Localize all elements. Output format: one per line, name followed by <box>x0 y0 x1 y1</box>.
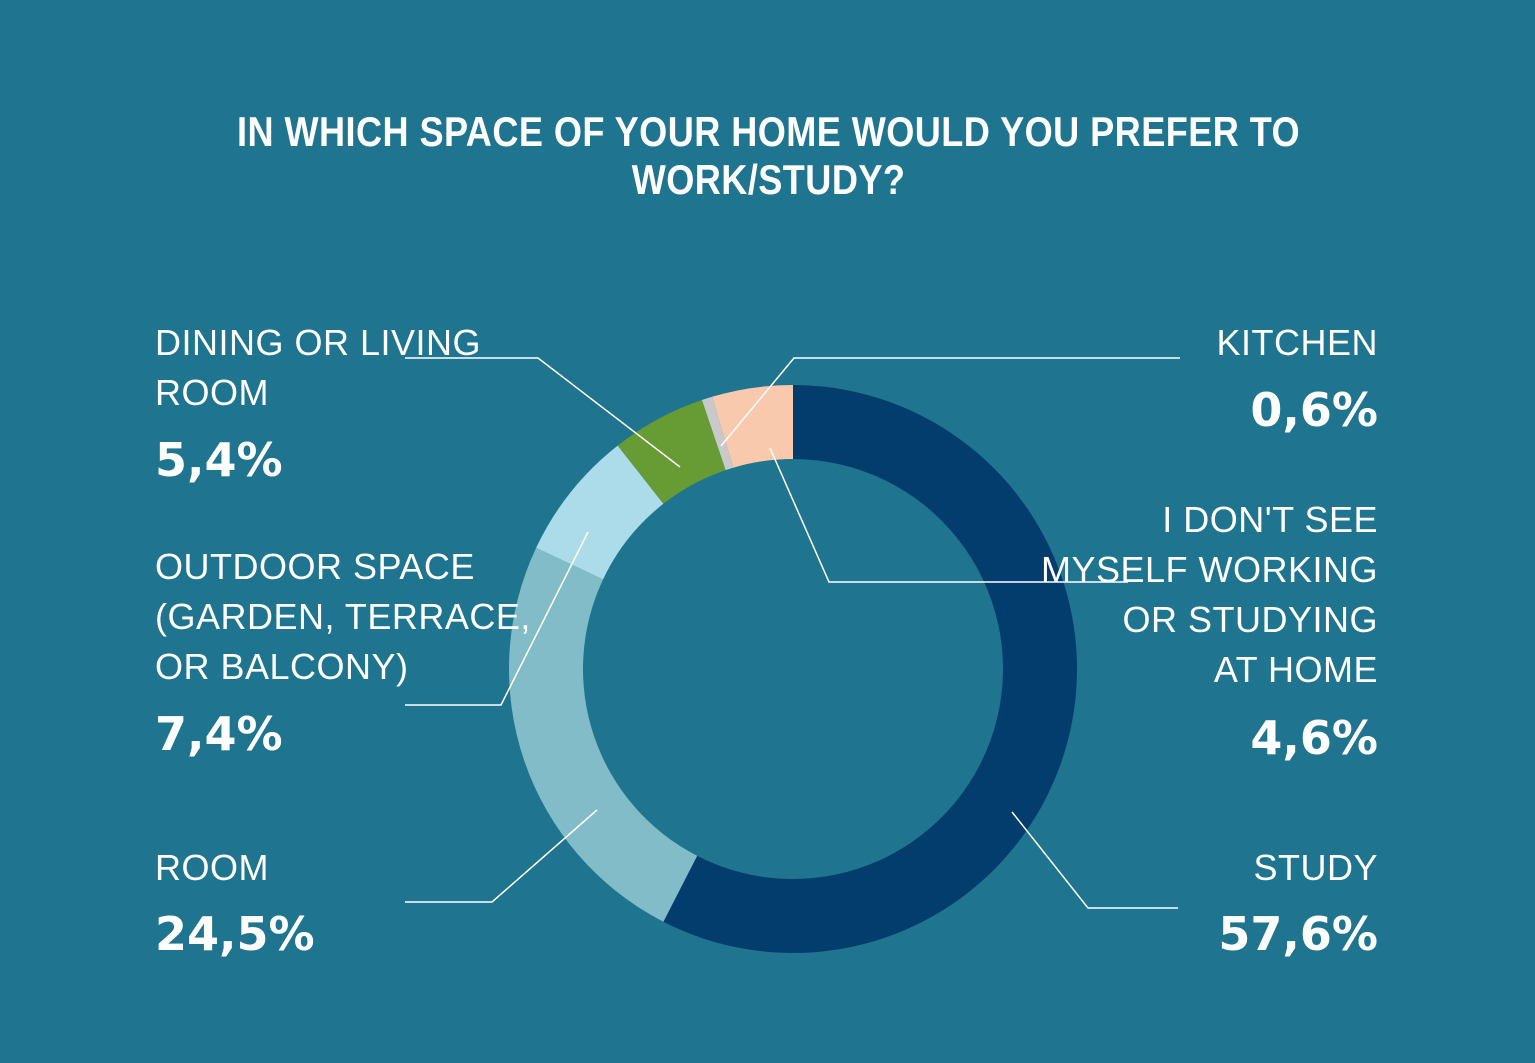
leader-line-outdoor <box>405 531 589 706</box>
value-outdoor: 7,4% <box>155 707 283 761</box>
leader-line-study <box>1011 811 1178 909</box>
label-study: STUDY <box>1253 847 1378 888</box>
leader-line-no-home <box>769 447 1128 583</box>
leader-lines <box>405 357 1180 909</box>
leader-line-dining <box>405 357 681 468</box>
leader-line-room <box>405 809 598 903</box>
value-room: 24,5% <box>155 907 315 961</box>
label-room: ROOM <box>155 847 269 888</box>
slice-dining-or-living-room <box>617 399 726 504</box>
slice-outdoor-space-garden-terrace-or-balcony <box>536 445 664 580</box>
value-no-home: 4,6% <box>1250 711 1378 765</box>
leader-line-kitchen <box>720 357 1180 447</box>
label-no-home: I DON'T SEE MYSELF WORKING OR STUDYING A… <box>1040 499 1378 690</box>
value-kitchen: 0,6% <box>1250 383 1378 437</box>
slice-i-don-t-see-myself-working-or-studying-at-home <box>712 385 793 468</box>
chart-title: IN WHICH SPACE OF YOUR HOME WOULD YOU PR… <box>237 108 1301 203</box>
label-kitchen: KITCHEN <box>1216 322 1378 363</box>
label-outdoor: OUTDOOR SPACE (GARDEN, TERRACE, OR BALCO… <box>155 546 531 687</box>
value-study: 57,6% <box>1218 907 1378 961</box>
slice-room <box>509 547 698 922</box>
value-dining: 5,4% <box>155 433 283 487</box>
slice-kitchen <box>701 396 734 471</box>
donut-slices <box>509 385 1077 953</box>
label-dining: DINING OR LIVING ROOM <box>155 322 482 413</box>
slice-study <box>663 385 1077 953</box>
